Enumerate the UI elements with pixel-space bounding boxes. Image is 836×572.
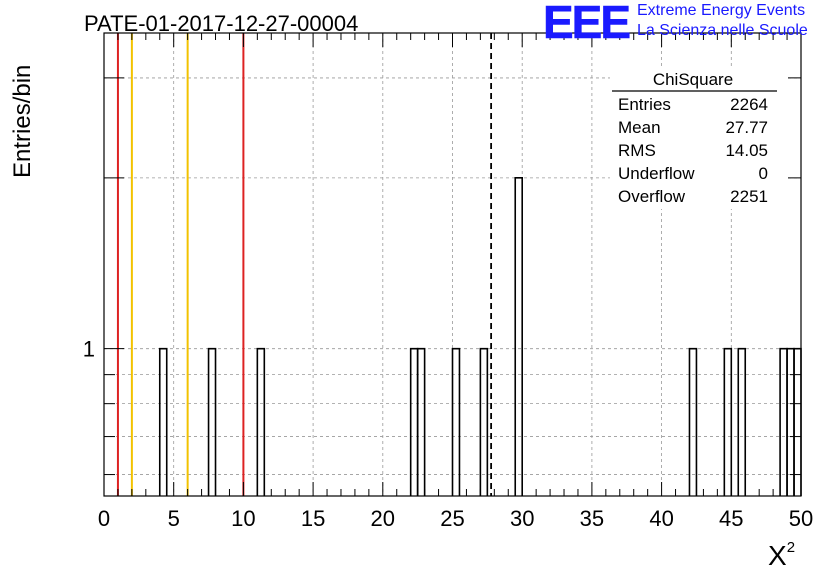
histogram-bin [416,347,426,496]
histogram-bin [158,347,168,496]
plot-frame [103,32,802,497]
histogram-bin [688,347,698,496]
logo-line-2: La Scienza nelle Scuole [637,22,808,39]
x-tick-label: 15 [301,506,325,531]
histogram-bin [409,347,419,496]
histogram-bin [737,347,747,496]
axis-ticks: 10 5 10 15 20 25 30 35 40 45 50 [83,33,813,531]
x-tick-label: 25 [440,506,464,531]
histogram-bin [451,347,461,496]
histogram-bin [793,347,802,496]
x-tick-label: 10 [231,506,255,531]
histogram-bin [207,347,217,496]
stats-label: Mean [618,118,661,137]
x-tick-label: 0 [98,506,110,531]
x-axis-label: X2 [768,539,795,571]
stats-box-title: ChiSquare [653,70,733,89]
chart-title: PATE-01-2017-12-27-00004 [84,11,358,36]
histogram-bin [514,177,523,496]
logo-text: Extreme Energy Events La Scienza nelle S… [637,1,808,41]
histogram-bin [723,347,733,496]
stats-label: RMS [618,141,656,160]
stats-value: 14.05 [725,141,768,160]
histogram-bin [786,347,795,496]
stats-label: Entries [618,95,671,114]
x-tick-label: 45 [719,506,743,531]
x-axis-label-sup: 2 [787,539,795,556]
x-axis-label-base: X [768,540,787,571]
logo-line-1: Extreme Energy Events [637,2,806,19]
stats-value: 0 [759,164,768,183]
stats-value: 27.77 [725,118,768,137]
stats-value: 2251 [730,187,768,206]
histogram-bin [479,347,489,496]
stats-value: 2264 [730,95,768,114]
x-tick-label: 50 [789,506,813,531]
histogram-bin [256,347,266,496]
histogram-bins [158,177,802,496]
x-tick-label: 5 [168,506,180,531]
x-tick-label: 35 [580,506,604,531]
x-tick-label: 30 [510,506,534,531]
y-axis-label: Entries/bin [9,65,36,178]
stats-label: Overflow [618,187,686,206]
marker-lines [116,33,493,496]
y-tick-label: 1 [83,337,95,362]
x-tick-label: 40 [649,506,673,531]
histogram-bin [779,347,788,496]
stats-box-rows: Entries 2264 Mean 27.77 RMS 14.05 Underflow 0 Ov… [618,95,768,206]
x-tick-label: 20 [371,506,395,531]
logo-mark: EEE [543,0,629,48]
stats-label: Underflow [618,164,695,183]
